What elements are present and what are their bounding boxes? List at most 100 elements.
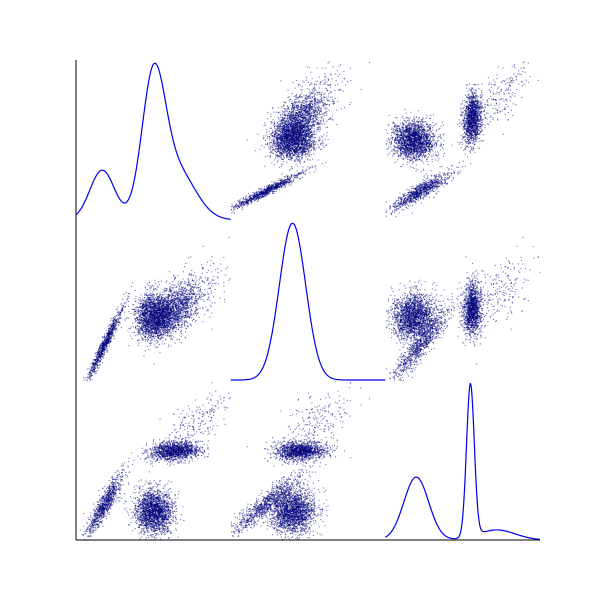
scatter-point (265, 144, 266, 145)
scatter-point (270, 146, 271, 147)
scatter-point (325, 93, 326, 94)
scatter-point (284, 138, 285, 139)
scatter-point (251, 201, 252, 202)
scatter-point (322, 113, 323, 114)
scatter-point (308, 143, 309, 144)
scatter-point (291, 176, 292, 177)
scatter-point (259, 197, 260, 198)
scatter-point (259, 194, 260, 195)
scatter-point (299, 134, 300, 135)
scatter-point (386, 212, 387, 213)
scatter-point (287, 120, 288, 121)
scatter-point (335, 74, 336, 75)
scatter-point (308, 128, 309, 129)
scatter-point (283, 108, 284, 109)
scatter-point (297, 170, 298, 171)
scatter-point (261, 188, 262, 189)
scatter-point (290, 139, 291, 140)
scatter-point (310, 146, 311, 147)
scatter-point (300, 135, 301, 136)
scatter-point (320, 122, 321, 123)
scatter-point (277, 160, 278, 161)
scatter-point (289, 131, 290, 132)
scatter-point (291, 134, 292, 135)
scatter-point (343, 91, 344, 92)
scatter-point (314, 128, 315, 129)
scatter-point (276, 139, 277, 140)
scatter-point (310, 84, 311, 85)
scatter-point (330, 97, 331, 98)
scatter-point (451, 169, 452, 170)
scatter-point (344, 107, 345, 108)
scatter-point (268, 187, 269, 188)
scatter-point (304, 154, 305, 155)
scatter-point (312, 89, 313, 90)
scatter-point (298, 118, 299, 119)
scatter-point (325, 112, 326, 113)
scatter-point (285, 102, 286, 103)
scatter-point (315, 143, 316, 144)
scatter-point (289, 159, 290, 160)
scatter-point (316, 119, 317, 120)
scatter-point (297, 113, 298, 114)
scatter-point (332, 119, 333, 120)
scatter-point (318, 146, 319, 147)
panel-0-0 (76, 63, 231, 219)
scatter-point (240, 199, 241, 200)
scatter-point (329, 119, 330, 120)
scatter-point (324, 77, 325, 78)
scatter-point (274, 164, 275, 165)
scatter-point (453, 178, 454, 179)
scatter-point (286, 183, 287, 184)
scatter-point (320, 123, 321, 124)
scatter-point (234, 213, 235, 214)
scatter-point (304, 129, 305, 130)
scatter-point (257, 194, 258, 195)
scatter-point (291, 180, 292, 181)
scatter-point (280, 80, 281, 81)
scatter-point (262, 193, 263, 194)
scatter-point (298, 160, 299, 161)
scatter-point (253, 193, 254, 194)
scatter-point (296, 119, 297, 120)
scatter-point (318, 93, 319, 94)
scatter-point (296, 94, 297, 95)
scatter-point (323, 120, 324, 121)
scatter-point (309, 103, 310, 104)
scatter-point (234, 206, 235, 207)
scatter-point (293, 126, 294, 127)
scatter-point (396, 200, 397, 201)
scatter-point (263, 193, 264, 194)
scatter-point (287, 182, 288, 183)
scatter-point (280, 129, 281, 130)
scatter-point (315, 117, 316, 118)
scatter-point (320, 128, 321, 129)
scatter-point (287, 122, 288, 123)
scatter-point (291, 184, 292, 185)
scatter-point (332, 99, 333, 100)
scatter-point (308, 135, 309, 136)
scatter-point (279, 137, 280, 138)
scatter-point (291, 158, 292, 159)
scatter-point (292, 144, 293, 145)
scatter-point (303, 137, 304, 138)
scatter-point (292, 154, 293, 155)
scatter-point (269, 157, 270, 158)
scatter-point (309, 107, 310, 108)
scatter-point (289, 113, 290, 114)
scatter-point (272, 193, 273, 194)
scatter-point (290, 148, 291, 149)
scatter-point (233, 208, 234, 209)
scatter-point (281, 166, 282, 167)
scatter-point (396, 216, 397, 217)
scatter-point (279, 112, 280, 113)
scatter-point (321, 118, 322, 119)
scatter-point (275, 149, 276, 150)
scatter-point (257, 193, 258, 194)
scatter-point (430, 182, 431, 183)
scatter-point (274, 133, 275, 134)
scatter-point (277, 122, 278, 123)
scatter-point (282, 132, 283, 133)
scatter-point (295, 159, 296, 160)
scatter-point (299, 123, 300, 124)
